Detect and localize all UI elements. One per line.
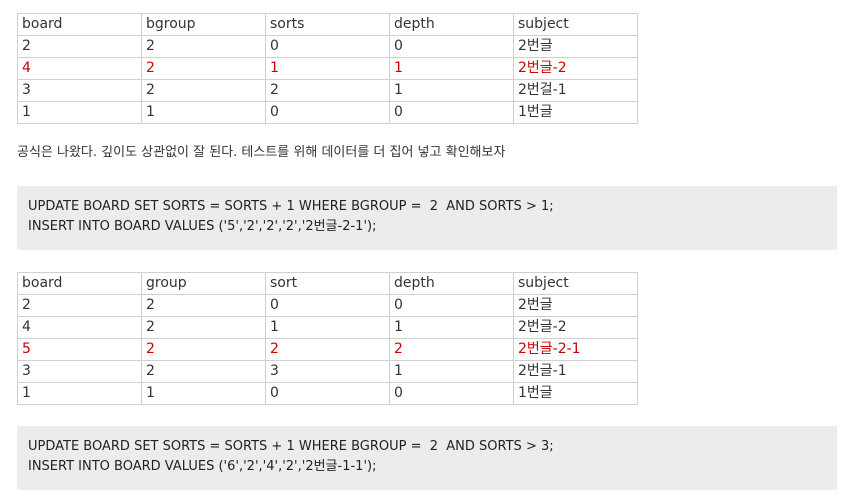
table-cell: 2 — [17, 294, 142, 317]
table-cell: 2 — [265, 338, 390, 361]
table-row-highlighted: 5 2 2 2 2번글-2-1 — [17, 338, 638, 361]
code-line: UPDATE BOARD SET SORTS = SORTS + 1 WHERE… — [28, 439, 554, 454]
column-header: subject — [513, 13, 638, 36]
table-cell: 2 — [141, 338, 266, 361]
table-cell: 1 — [141, 382, 266, 405]
table-cell: 2 — [141, 360, 266, 383]
table-cell: 2번걸-1 — [513, 79, 638, 102]
table-cell: 2 — [17, 35, 142, 58]
code-block-1: UPDATE BOARD SET SORTS = SORTS + 1 WHERE… — [17, 186, 837, 250]
column-header: depth — [389, 13, 514, 36]
table-cell: 2번글 — [513, 35, 638, 58]
table-cell: 2번글-1 — [513, 360, 638, 383]
table-header-row: board bgroup sorts depth subject — [17, 13, 638, 36]
table-cell: 1 — [389, 316, 514, 339]
table-cell: 1 — [265, 316, 390, 339]
table-cell: 5 — [17, 338, 142, 361]
table-cell: 1번글 — [513, 101, 638, 124]
board-table-2: board group sort depth subject 2 2 0 0 2… — [17, 272, 638, 405]
table-cell: 3 — [265, 360, 390, 383]
table-cell: 1 — [17, 382, 142, 405]
table-row: 2 2 0 0 2번글 — [17, 35, 638, 58]
explanation-paragraph: 공식은 나왔다. 깊이도 상관없이 잘 된다. 테스트를 위해 데이터를 더 집… — [17, 145, 506, 160]
column-header: sorts — [265, 13, 390, 36]
code-line: UPDATE BOARD SET SORTS = SORTS + 1 WHERE… — [28, 199, 554, 214]
table-header-row: board group sort depth subject — [17, 272, 638, 295]
table-cell: 0 — [265, 101, 390, 124]
table-cell: 1 — [389, 360, 514, 383]
table-cell: 1 — [265, 57, 390, 80]
column-header: group — [141, 272, 266, 295]
column-header: board — [17, 13, 142, 36]
table-cell: 0 — [265, 35, 390, 58]
table-cell: 2번글 — [513, 294, 638, 317]
table-cell: 0 — [389, 35, 514, 58]
table-cell: 2번글-2 — [513, 57, 638, 80]
table-row-highlighted: 4 2 1 1 2번글-2 — [17, 57, 638, 80]
table-cell: 3 — [17, 360, 142, 383]
table-cell: 2 — [141, 294, 266, 317]
table-cell: 2 — [141, 79, 266, 102]
column-header: subject — [513, 272, 638, 295]
table-cell: 2 — [389, 338, 514, 361]
table-cell: 4 — [17, 316, 142, 339]
table-cell: 0 — [265, 382, 390, 405]
table-cell: 1 — [389, 57, 514, 80]
table-row: 1 1 0 0 1번글 — [17, 101, 638, 124]
table-cell: 2번글-2-1 — [513, 338, 638, 361]
column-header: depth — [389, 272, 514, 295]
table-cell: 1번글 — [513, 382, 638, 405]
table-cell: 2 — [141, 35, 266, 58]
table-cell: 0 — [265, 294, 390, 317]
table-row: 2 2 0 0 2번글 — [17, 294, 638, 317]
table-cell: 0 — [389, 294, 514, 317]
table-row: 4 2 1 1 2번글-2 — [17, 316, 638, 339]
table-cell: 1 — [141, 101, 266, 124]
table-cell: 0 — [389, 101, 514, 124]
table-cell: 2번글-2 — [513, 316, 638, 339]
table-cell: 1 — [17, 101, 142, 124]
table-row: 1 1 0 0 1번글 — [17, 382, 638, 405]
table-cell: 1 — [389, 79, 514, 102]
column-header: sort — [265, 272, 390, 295]
code-line: INSERT INTO BOARD VALUES ('5','2','2','2… — [28, 219, 377, 234]
code-block-2: UPDATE BOARD SET SORTS = SORTS + 1 WHERE… — [17, 426, 837, 490]
table-row: 3 2 3 1 2번글-1 — [17, 360, 638, 383]
table-cell: 0 — [389, 382, 514, 405]
board-table-1: board bgroup sorts depth subject 2 2 0 0… — [17, 13, 638, 124]
code-line: INSERT INTO BOARD VALUES ('6','2','4','2… — [28, 459, 377, 474]
table-cell: 3 — [17, 79, 142, 102]
column-header: bgroup — [141, 13, 266, 36]
table-cell: 2 — [265, 79, 390, 102]
table-cell: 2 — [141, 57, 266, 80]
column-header: board — [17, 272, 142, 295]
table-cell: 4 — [17, 57, 142, 80]
table-row: 3 2 2 1 2번걸-1 — [17, 79, 638, 102]
table-cell: 2 — [141, 316, 266, 339]
